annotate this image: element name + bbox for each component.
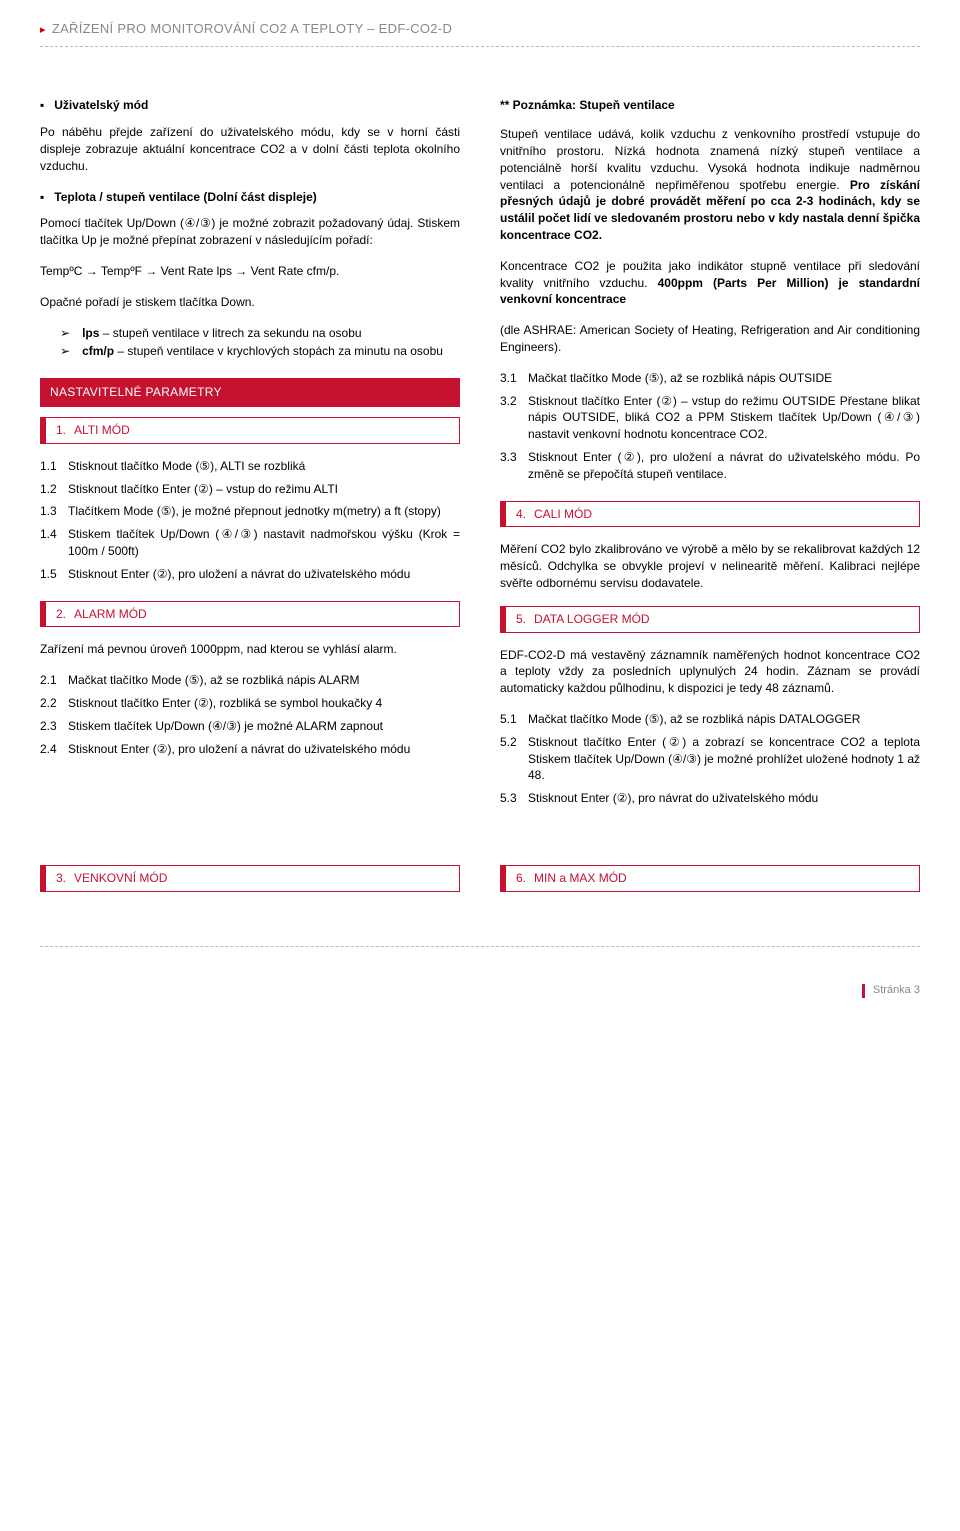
triangle-list: lps – stupeň ventilace v litrech za seku… — [60, 325, 460, 361]
mode-num: 5. — [516, 612, 526, 626]
list-item: 5.1Mačkat tlačítko Mode (⑤), až se rozbl… — [500, 711, 920, 728]
numbered-list: 3.1Mačkat tlačítko Mode (⑤), až se rozbl… — [500, 370, 920, 483]
list-item: 2.3Stiskem tlačítek Up/Down (④/③) je mož… — [40, 718, 460, 735]
footer-divider — [40, 946, 920, 947]
page-footer: Stránka 3 — [40, 977, 920, 998]
mode-num: 6. — [516, 871, 526, 885]
numbered-list: 1.1Stisknout tlačítko Mode (⑤), ALTI se … — [40, 458, 460, 583]
paragraph: Pomocí tlačítek Up/Down (④/③) je možné z… — [40, 215, 460, 249]
paragraph: Koncentrace CO2 je použita jako indikáto… — [500, 258, 920, 308]
header-divider — [40, 46, 920, 47]
step-num: 3.2 — [500, 393, 528, 443]
step-text: Stisknout Enter (②), pro uložení a návra… — [528, 449, 920, 483]
right-column: ** Poznámka: Stupeň ventilace Stupeň ven… — [500, 97, 920, 906]
mode-title: VENKOVNÍ MÓD — [74, 871, 167, 885]
step-text: Stisknout tlačítko Mode (⑤), ALTI se roz… — [68, 458, 460, 475]
step-text: Mačkat tlačítko Mode (⑤), až se rozbliká… — [68, 672, 460, 689]
step-num: 3.3 — [500, 449, 528, 483]
section-banner: NASTAVITELNÉ PARAMETRY — [40, 378, 460, 407]
heading-temp-vent: Teplota / stupeň ventilace (Dolní část d… — [40, 189, 460, 206]
paragraph: Měření CO2 bylo zkalibrováno ve výrobě a… — [500, 541, 920, 591]
list-item: 3.1Mačkat tlačítko Mode (⑤), až se rozbl… — [500, 370, 920, 387]
step-num: 5.2 — [500, 734, 528, 784]
list-item: 1.1Stisknout tlačítko Mode (⑤), ALTI se … — [40, 458, 460, 475]
list-item: 5.3Stisknout Enter (②), pro návrat do už… — [500, 790, 920, 807]
list-item: 1.5Stisknout Enter (②), pro uložení a ná… — [40, 566, 460, 583]
mode-box-venkovni: 3. VENKOVNÍ MÓD — [40, 865, 460, 892]
step-text: Stisknout tlačítko Enter (②), rozbliká s… — [68, 695, 460, 712]
list-item: 1.4Stiskem tlačítek Up/Down (④/③) nastav… — [40, 526, 460, 560]
step-text: Stisknout tlačítko Enter (②) – vstup do … — [528, 393, 920, 443]
list-item: 3.2Stisknout tlačítko Enter (②) – vstup … — [500, 393, 920, 443]
left-column: Uživatelský mód Po náběhu přejde zařízen… — [40, 97, 460, 906]
mode-title: CALI MÓD — [534, 507, 592, 521]
step-num: 1.2 — [40, 481, 68, 498]
paragraph: (dle ASHRAE: American Society of Heating… — [500, 322, 920, 356]
mode-num: 4. — [516, 507, 526, 521]
mode-box-cali: 4. CALI MÓD — [500, 501, 920, 528]
list-item: 3.3Stisknout Enter (②), pro uložení a ná… — [500, 449, 920, 483]
paragraph: Zařízení má pevnou úroveň 1000ppm, nad k… — [40, 641, 460, 658]
step-text: Tlačítkem Mode (⑤), je možné přepnout je… — [68, 503, 460, 520]
numbered-list: 5.1Mačkat tlačítko Mode (⑤), až se rozbl… — [500, 711, 920, 807]
step-text: Mačkat tlačítko Mode (⑤), až se rozbliká… — [528, 711, 920, 728]
step-num: 1.1 — [40, 458, 68, 475]
paragraph: EDF-CO2-D má vestavěný záznamník naměřen… — [500, 647, 920, 697]
list-item: 2.4Stisknout Enter (②), pro uložení a ná… — [40, 741, 460, 758]
step-text: Stisknout Enter (②), pro návrat do uživa… — [528, 790, 920, 807]
content-columns: Uživatelský mód Po náběhu přejde zařízen… — [40, 97, 920, 906]
step-text: Stisknout tlačítko Enter (②) – vstup do … — [68, 481, 460, 498]
step-text: Stiskem tlačítek Up/Down (④/③) nastavit … — [68, 526, 460, 560]
mode-box-datalogger: 5. DATA LOGGER MÓD — [500, 606, 920, 633]
step-num: 2.2 — [40, 695, 68, 712]
footer-page-number: 3 — [914, 983, 920, 998]
step-num: 3.1 — [500, 370, 528, 387]
list-item: lps – stupeň ventilace v litrech za seku… — [60, 325, 460, 342]
list-label: lps — [82, 326, 99, 340]
note-heading: ** Poznámka: Stupeň ventilace — [500, 97, 920, 114]
mode-num: 2. — [56, 607, 66, 621]
step-num: 1.5 — [40, 566, 68, 583]
footer-label: Stránka — [873, 983, 911, 998]
paragraph: Stupeň ventilace udává, kolik vzduchu z … — [500, 126, 920, 244]
heading-user-mode: Uživatelský mód — [40, 97, 460, 114]
mode-box-alti: 1. ALTI MÓD — [40, 417, 460, 444]
list-text: – stupeň ventilace v litrech za sekundu … — [99, 326, 361, 340]
step-num: 1.3 — [40, 503, 68, 520]
mode-title: ALTI MÓD — [74, 423, 130, 437]
step-num: 5.1 — [500, 711, 528, 728]
list-text: – stupeň ventilace v krychlových stopách… — [114, 344, 443, 358]
numbered-list: 2.1Mačkat tlačítko Mode (⑤), až se rozbl… — [40, 672, 460, 757]
footer-accent-bar — [862, 984, 865, 998]
mode-num: 1. — [56, 423, 66, 437]
step-text: Stisknout Enter (②), pro uložení a návra… — [68, 566, 460, 583]
step-text: Mačkat tlačítko Mode (⑤), až se rozbliká… — [528, 370, 920, 387]
step-text: Stisknout Enter (②), pro uložení a návra… — [68, 741, 460, 758]
mode-title: MIN a MAX MÓD — [534, 871, 627, 885]
list-label: cfm/p — [82, 344, 114, 358]
list-item: 2.2Stisknout tlačítko Enter (②), rozblik… — [40, 695, 460, 712]
list-item: 2.1Mačkat tlačítko Mode (⑤), až se rozbl… — [40, 672, 460, 689]
mode-box-alarm: 2. ALARM MÓD — [40, 601, 460, 628]
step-num: 1.4 — [40, 526, 68, 560]
sequence-text: TempºC → TempºF → Vent Rate lps → Vent R… — [40, 263, 460, 280]
paragraph: Po náběhu přejde zařízení do uživatelské… — [40, 124, 460, 174]
mode-title: DATA LOGGER MÓD — [534, 612, 650, 626]
step-num: 2.1 — [40, 672, 68, 689]
mode-title: ALARM MÓD — [74, 607, 147, 621]
mode-box-minmax: 6. MIN a MAX MÓD — [500, 865, 920, 892]
list-item: cfm/p – stupeň ventilace v krychlových s… — [60, 343, 460, 360]
list-item: 1.2Stisknout tlačítko Enter (②) – vstup … — [40, 481, 460, 498]
step-num: 5.3 — [500, 790, 528, 807]
step-text: Stisknout tlačítko Enter (②) a zobrazí s… — [528, 734, 920, 784]
mode-num: 3. — [56, 871, 66, 885]
step-text: Stiskem tlačítek Up/Down (④/③) je možné … — [68, 718, 460, 735]
page-header: ZAŘÍZENÍ PRO MONITOROVÁNÍ CO2 A TEPLOTY … — [40, 20, 920, 38]
step-num: 2.4 — [40, 741, 68, 758]
paragraph: Opačné pořadí je stiskem tlačítka Down. — [40, 294, 460, 311]
list-item: 5.2Stisknout tlačítko Enter (②) a zobraz… — [500, 734, 920, 784]
list-item: 1.3Tlačítkem Mode (⑤), je možné přepnout… — [40, 503, 460, 520]
step-num: 2.3 — [40, 718, 68, 735]
